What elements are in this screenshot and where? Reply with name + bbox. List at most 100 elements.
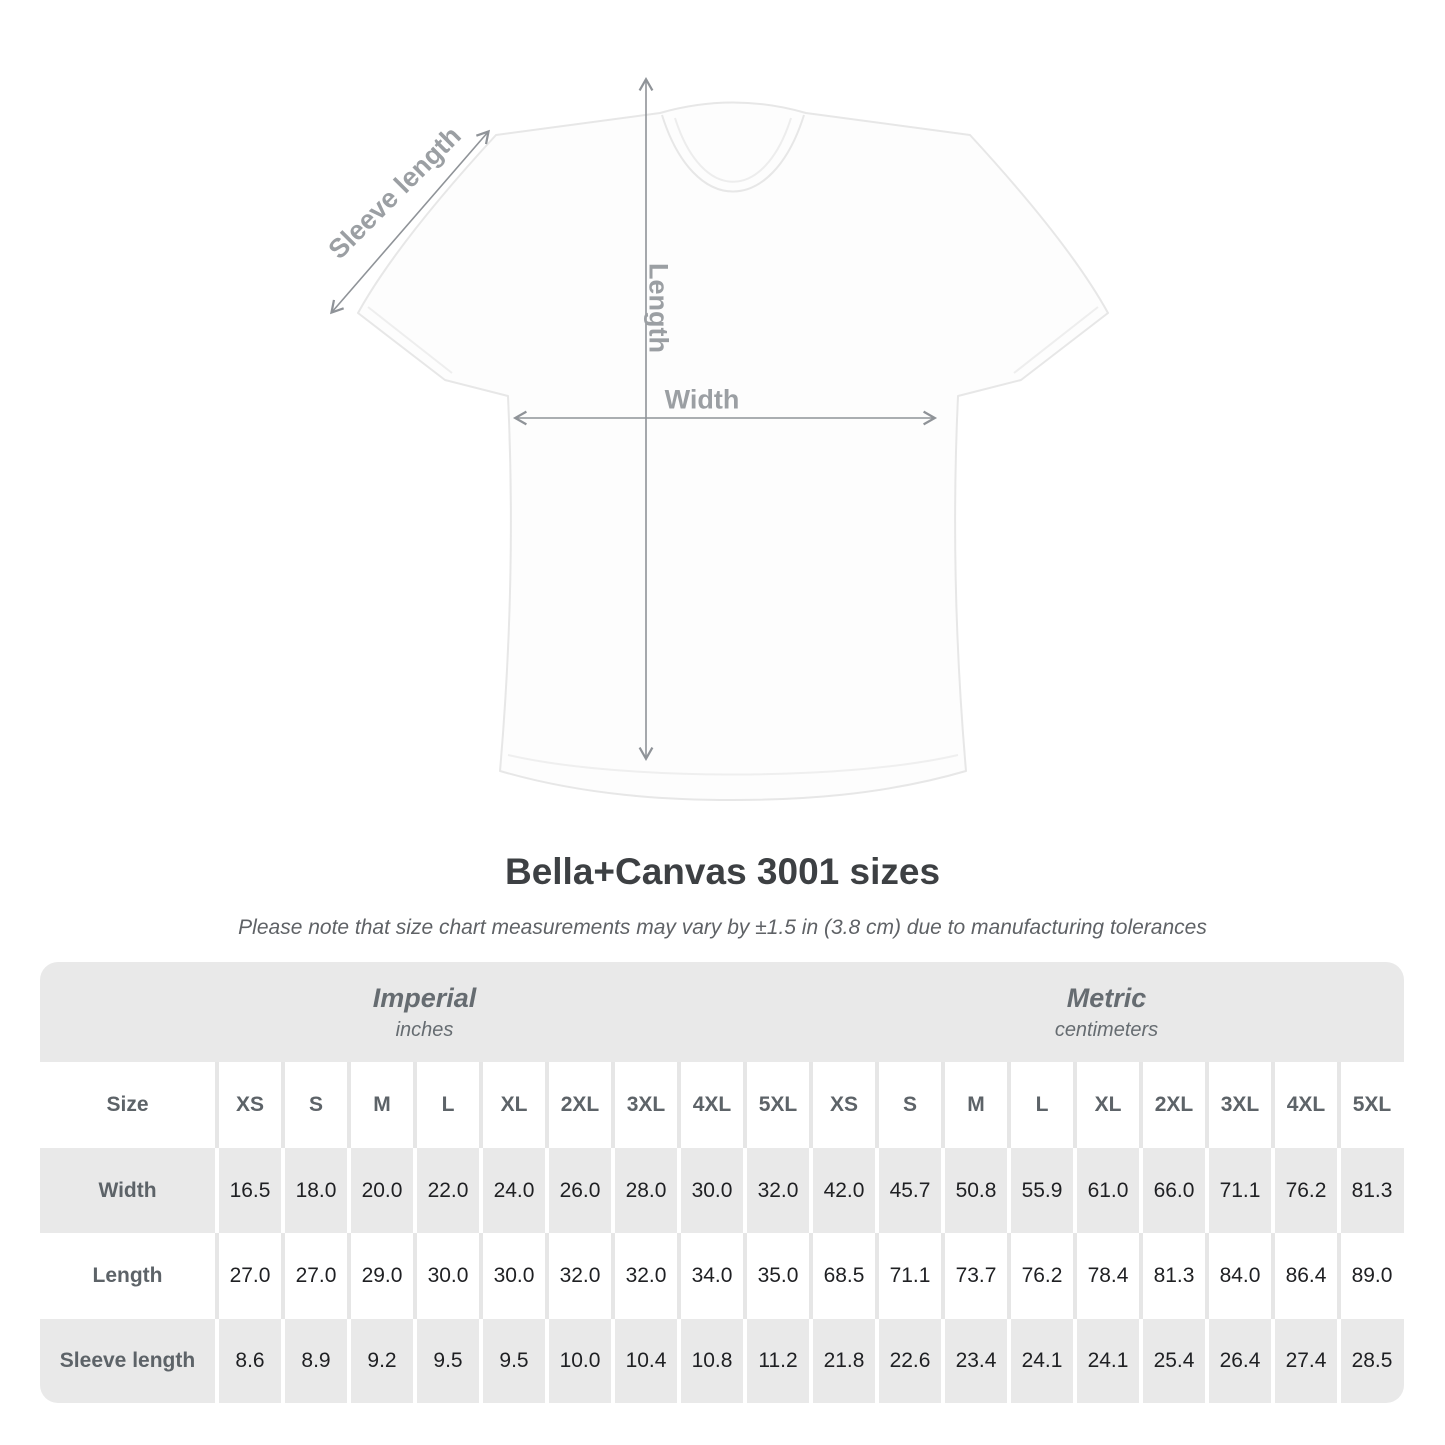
length-row: Length 27.0 27.0 29.0 30.0 30.0 32.0 32.… [40, 1233, 1404, 1319]
value-cell: 42.0 [809, 1148, 875, 1233]
value-cell: 10.4 [611, 1319, 677, 1403]
size-cell: L [413, 1062, 479, 1148]
right-cuff-seam [1013, 306, 1099, 374]
page-title: Bella+Canvas 3001 sizes [504, 851, 941, 892]
row-label: Sleeve length [59, 1349, 196, 1372]
sleeve-length-row: Sleeve length 8.6 8.9 9.2 9.5 9.5 10.0 1… [40, 1319, 1404, 1403]
value-cell: 26.0 [545, 1148, 611, 1233]
size-cell: 5XL [1337, 1062, 1403, 1148]
value-cell: 84.0 [1205, 1233, 1271, 1319]
tolerance-note: Please note that size chart measurements… [238, 916, 1207, 939]
left-cuff-seam [367, 306, 453, 374]
value-cell: 73.7 [941, 1233, 1007, 1319]
value-cell: 29.0 [347, 1233, 413, 1319]
size-cell: S [281, 1062, 347, 1148]
value-cell: 11.2 [743, 1319, 809, 1403]
value-cell: 32.0 [743, 1148, 809, 1233]
value-cell: 8.6 [215, 1319, 281, 1403]
value-cell: 27.0 [281, 1233, 347, 1319]
size-cell: L [1007, 1062, 1073, 1148]
size-cell: M [347, 1062, 413, 1148]
value-cell: 89.0 [1337, 1233, 1403, 1319]
imperial-section-header: Imperial inches [40, 962, 809, 1062]
value-cell: 23.4 [941, 1319, 1007, 1403]
value-cell: 24.1 [1007, 1319, 1073, 1403]
width-row: Width 16.5 18.0 20.0 22.0 24.0 26.0 28.0… [40, 1148, 1404, 1233]
value-cell: 8.9 [281, 1319, 347, 1403]
value-cell: 68.5 [809, 1233, 875, 1319]
value-cell: 30.0 [479, 1233, 545, 1319]
value-cell: 21.8 [809, 1319, 875, 1403]
value-cell: 55.9 [1007, 1148, 1073, 1233]
width-label: Width [664, 384, 740, 415]
value-cell: 76.2 [1271, 1148, 1337, 1233]
value-cell: 28.0 [611, 1148, 677, 1233]
value-cell: 45.7 [875, 1148, 941, 1233]
collar-inner-seam [674, 117, 792, 183]
value-cell: 20.0 [347, 1148, 413, 1233]
size-header-cell: Size [106, 1093, 149, 1116]
measurement-arrows [329, 76, 938, 762]
value-cell: 22.0 [413, 1148, 479, 1233]
metric-title: Metric [1066, 982, 1147, 1013]
size-cell: XL [1073, 1062, 1139, 1148]
value-cell: 30.0 [677, 1148, 743, 1233]
size-cell: 2XL [545, 1062, 611, 1148]
value-cell: 86.4 [1271, 1233, 1337, 1319]
size-cell: XL [479, 1062, 545, 1148]
value-cell: 78.4 [1073, 1233, 1139, 1319]
value-cell: 25.4 [1139, 1319, 1205, 1403]
size-header-row: Size XS S M L XL 2XL 3XL 4XL 5XL XS S M … [40, 1062, 1404, 1148]
value-cell: 50.8 [941, 1148, 1007, 1233]
size-cell: 3XL [1205, 1062, 1271, 1148]
value-cell: 9.5 [413, 1319, 479, 1403]
size-cell: 4XL [1271, 1062, 1337, 1148]
size-cell: XS [809, 1062, 875, 1148]
value-cell: 66.0 [1139, 1148, 1205, 1233]
size-cell: 2XL [1139, 1062, 1205, 1148]
value-cell: 61.0 [1073, 1148, 1139, 1233]
size-chart-table: Imperial inches Metric centimeters Size … [40, 962, 1404, 1403]
value-cell: 35.0 [743, 1233, 809, 1319]
tshirt-silhouette [357, 101, 1109, 801]
value-cell: 18.0 [281, 1148, 347, 1233]
imperial-unit: inches [395, 1018, 454, 1041]
value-cell: 24.1 [1073, 1319, 1139, 1403]
imperial-title: Imperial [372, 982, 477, 1013]
value-cell: 30.0 [413, 1233, 479, 1319]
value-cell: 32.0 [611, 1233, 677, 1319]
length-label: Length [643, 263, 674, 353]
value-cell: 9.5 [479, 1319, 545, 1403]
metric-section-header: Metric centimeters [809, 962, 1404, 1062]
value-cell: 34.0 [677, 1233, 743, 1319]
row-label: Width [98, 1178, 157, 1202]
value-cell: 28.5 [1337, 1319, 1403, 1403]
value-cell: 81.3 [1139, 1233, 1205, 1319]
value-cell: 32.0 [545, 1233, 611, 1319]
tshirt-illustration [329, 76, 1109, 801]
size-cell: S [875, 1062, 941, 1148]
collar-outer-seam [661, 114, 805, 193]
value-cell: 76.2 [1007, 1233, 1073, 1319]
value-cell: 71.1 [875, 1233, 941, 1319]
size-cell: M [941, 1062, 1007, 1148]
value-cell: 26.4 [1205, 1319, 1271, 1403]
size-cell: 3XL [611, 1062, 677, 1148]
hem-seam [507, 754, 959, 776]
sleeve-length-arrow [329, 129, 491, 315]
value-cell: 27.0 [215, 1233, 281, 1319]
row-label: Length [92, 1264, 163, 1287]
value-cell: 10.0 [545, 1319, 611, 1403]
value-cell: 22.6 [875, 1319, 941, 1403]
value-cell: 27.4 [1271, 1319, 1337, 1403]
value-cell: 10.8 [677, 1319, 743, 1403]
value-cell: 9.2 [347, 1319, 413, 1403]
value-cell: 16.5 [215, 1148, 281, 1233]
value-cell: 71.1 [1205, 1148, 1271, 1233]
size-cell: XS [215, 1062, 281, 1148]
unit-header-band: Imperial inches Metric centimeters [40, 962, 1404, 1062]
metric-unit: centimeters [1054, 1018, 1159, 1041]
size-cell: 5XL [743, 1062, 809, 1148]
value-cell: 81.3 [1337, 1148, 1403, 1233]
